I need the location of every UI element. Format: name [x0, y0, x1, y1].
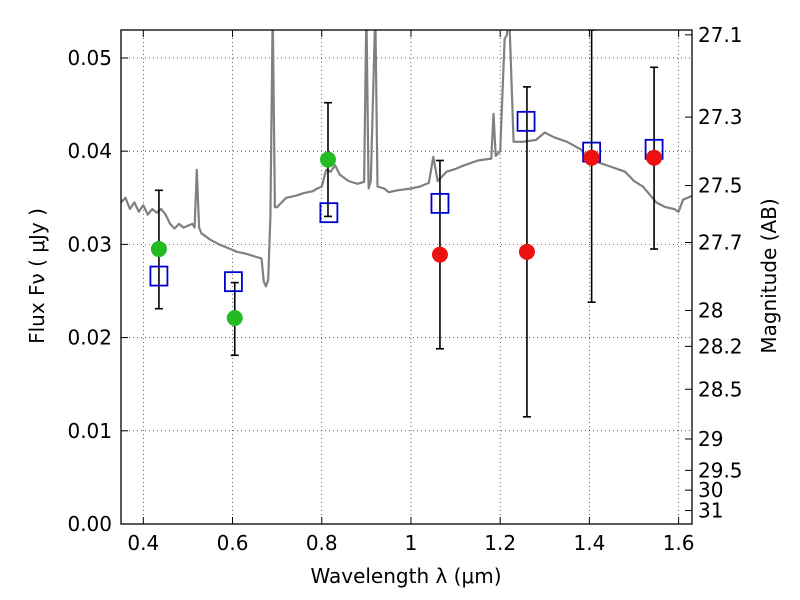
observed-photometry-point [319, 151, 336, 168]
observed-photometry-point [431, 246, 448, 263]
y-tick-label: 0.04 [67, 139, 112, 163]
right-tick-label: 28.5 [698, 377, 743, 401]
axis-ticks: 0.4 0.6 0.8 1 1.2 1.4 1.6 0.00 0.01 0.02 0.03 0.04 0… [67, 23, 742, 555]
right-y-axis-label: Magnitude (AB) [757, 198, 781, 353]
x-tick-label: 0.8 [306, 531, 338, 555]
x-tick-label: 1.2 [484, 531, 516, 555]
plot-area [121, 30, 692, 418]
observed-photometry-point [518, 243, 535, 260]
right-tick-label: 27.3 [698, 105, 743, 129]
y-tick-label: 0.00 [67, 512, 112, 536]
observed-photometry-point [226, 310, 243, 327]
y-tick-label: 0.03 [67, 232, 112, 256]
model-photometry-square [516, 110, 536, 132]
grid-lines [121, 30, 692, 524]
y-axis-label: Flux Fν ( μJy ) [25, 208, 49, 344]
y-tick-label: 0.05 [67, 46, 112, 70]
y-tick-label: 0.02 [67, 326, 112, 350]
model-photometry-square [430, 192, 450, 214]
right-tick-label: 27.5 [698, 174, 743, 198]
right-tick-label: 28.2 [698, 334, 743, 358]
y-tick-label: 0.01 [67, 419, 112, 443]
right-tick-label: 29 [698, 427, 723, 451]
x-tick-label: 1.6 [663, 531, 695, 555]
observed-photometry-point [150, 241, 167, 258]
model-photometry-square [224, 271, 243, 293]
right-tick-label: 29.5 [698, 458, 743, 482]
right-tick-label: 27.7 [698, 231, 743, 255]
model-photometry-square [319, 202, 339, 224]
right-tick-label: 30 [698, 478, 723, 502]
x-tick-label: 1.4 [573, 531, 605, 555]
observed-photometry-point [583, 149, 600, 166]
right-tick-label: 31 [698, 499, 723, 523]
x-tick-label: 0.6 [217, 531, 249, 555]
x-tick-label: 0.4 [127, 531, 159, 555]
right-tick-label: 27.1 [698, 23, 743, 47]
plot-frame [120, 29, 693, 525]
observed-photometry-point [646, 149, 663, 166]
right-tick-label: 28 [698, 298, 723, 322]
x-axis-label: Wavelength λ (μm) [310, 564, 501, 588]
x-tick-label: 1 [405, 531, 418, 555]
model-spectrum-line [121, 30, 692, 288]
model-photometry-square [149, 265, 169, 287]
